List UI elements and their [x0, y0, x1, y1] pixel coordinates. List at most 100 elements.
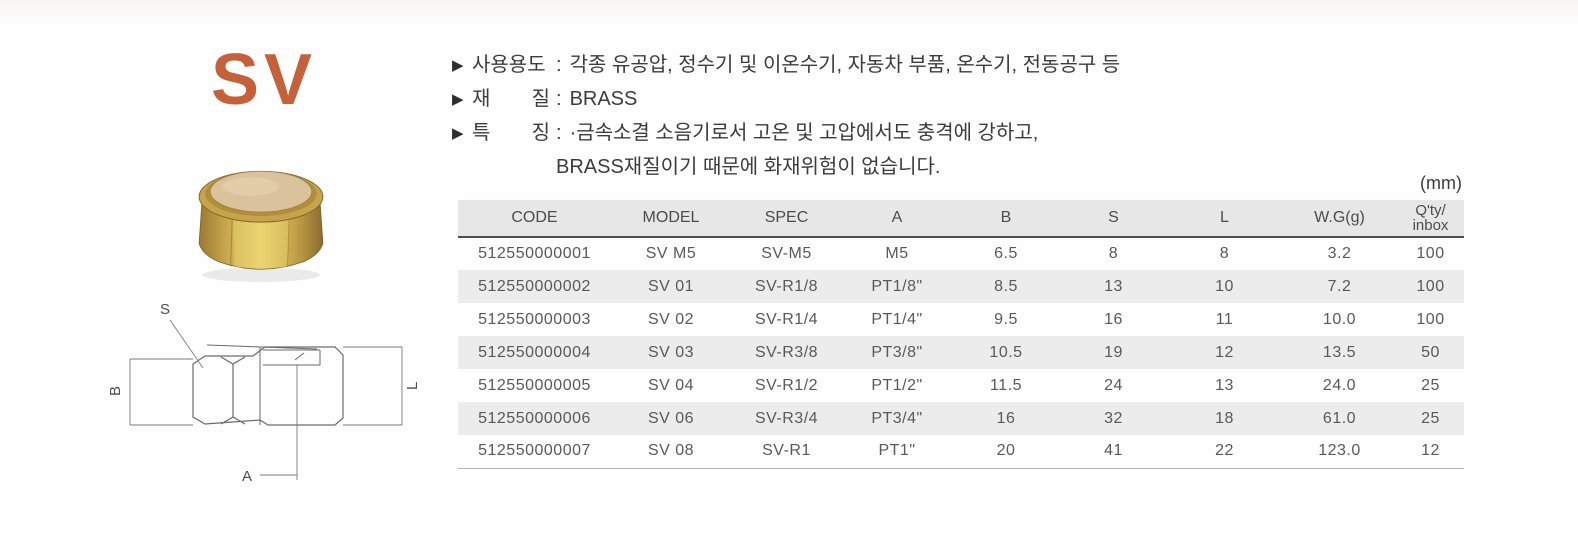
col-header-qty-line2: inbox: [1412, 217, 1449, 234]
table-cell: 100: [1416, 245, 1445, 262]
table-cell: 512550000005: [478, 376, 591, 394]
col-header-s: S: [1060, 198, 1167, 238]
table-cell: 32: [1104, 409, 1123, 427]
table-cell: 22: [1215, 442, 1234, 460]
table-cell: 512550000007: [478, 442, 591, 460]
col-header-l: L: [1167, 198, 1282, 238]
table-cell: SV-R3/8: [754, 343, 819, 361]
info-line-material: ▶ 재 질: BRASS: [452, 84, 1120, 118]
table-cell: PT1/2": [871, 376, 923, 394]
table-row: 512550000001 SV M5 SV-M5 M5 6.5 8 8 3.2 100: [458, 237, 1464, 270]
table-cell: 12: [1215, 343, 1234, 361]
table-cell: SV-R1/2: [754, 376, 819, 394]
dim-label-b: B: [107, 386, 124, 396]
info-colon: :: [556, 54, 562, 76]
dim-label-l: L: [404, 382, 421, 390]
brass-muffler-image: [198, 170, 324, 282]
table-body: 512550000001 SV M5 SV-M5 M5 6.5 8 8 3.2 100 51255…: [458, 237, 1464, 468]
table-cell: 6.5: [994, 245, 1018, 262]
table-cell: SV 02: [647, 310, 695, 328]
dimension-drawing: S B L A: [90, 292, 430, 504]
table-cell: 512550000003: [478, 310, 591, 328]
series-title: SV: [211, 40, 318, 120]
table-cell: 123.0: [1318, 442, 1361, 460]
table-cell: 61.0: [1322, 409, 1357, 427]
table-cell: 13: [1215, 376, 1234, 394]
info-line-usage: ▶ 사용용도: 각종 유공압, 정수기 및 이온수기, 자동차 부품, 온수기, 전…: [452, 50, 1120, 84]
table-cell: 11: [1215, 310, 1234, 328]
table-cell: 18: [1215, 409, 1234, 427]
table-cell: SV-R1/8: [754, 277, 819, 295]
table-cell: 100: [1416, 277, 1445, 295]
table-cell: 100: [1416, 310, 1445, 328]
col-header-spec: SPEC: [731, 198, 842, 238]
info-label-usage: 사용용도: [472, 54, 546, 76]
table-cell: PT1/8": [871, 277, 923, 295]
table-cell: PT1": [878, 442, 916, 460]
unit-label: (mm): [1420, 173, 1462, 193]
table-cell: SV 03: [647, 343, 695, 361]
table-cell: 25: [1421, 409, 1440, 427]
table-cell: 3.2: [1327, 245, 1352, 262]
info-text-feature-cont: BRASS재질이기 때문에 화재위험이 없습니다.: [556, 156, 941, 178]
table-cell: SV M5: [645, 245, 697, 262]
table-row: 512550000007 SV 08 SV-R1 PT1" 20 41 22 123.0 12: [458, 435, 1464, 468]
table-cell: 512550000004: [478, 343, 591, 361]
table-row: 512550000002 SV 01 SV-R1/8 PT1/8" 8.5 13 10 7.2…: [458, 270, 1464, 303]
table-cell: SV-R1/4: [754, 310, 819, 328]
table-cell: 25: [1421, 376, 1440, 394]
table-row: 512550000006 SV 06 SV-R3/4 PT3/4" 16 32 18 61.0…: [458, 402, 1464, 435]
info-label-feature: 특 징: [472, 122, 550, 144]
table-cell: 7.2: [1327, 277, 1352, 295]
info-text-material: BRASS: [569, 88, 638, 110]
table-cell: SV 08: [647, 442, 695, 460]
table-cell: 512550000006: [478, 409, 591, 427]
table-cell: SV-R1: [762, 442, 811, 460]
table-cell: SV 01: [647, 277, 695, 295]
info-colon: :: [556, 88, 562, 110]
table-cell: 41: [1104, 442, 1123, 460]
info-line-feature: ▶ 특 징: ·금속소결 소음기로서 고온 및 고압에서도 충격에 강하고,: [452, 118, 1120, 152]
col-header-code: CODE: [458, 198, 611, 238]
dim-label-a: A: [242, 468, 252, 485]
table-cell: PT1/4": [871, 310, 923, 328]
table-cell: 9.5: [994, 310, 1018, 328]
table-cell: 13.5: [1322, 343, 1357, 361]
table-cell: M5: [885, 245, 909, 262]
table-cell: 8: [1219, 245, 1230, 262]
table-cell: SV-M5: [761, 245, 812, 262]
info-text-feature: ·금속소결 소음기로서 고온 및 고압에서도 충격에 강하고,: [569, 122, 1039, 144]
table-cell: 11.5: [990, 376, 1022, 394]
info-text-usage: 각종 유공압, 정수기 및 이온수기, 자동차 부품, 온수기, 전동공구 등: [569, 54, 1121, 76]
dim-label-s: S: [160, 301, 170, 318]
table-cell: 10: [1215, 277, 1234, 295]
table-cell: 16: [996, 409, 1016, 427]
table-cell: 8.5: [994, 277, 1018, 295]
table-row: 512550000003 SV 02 SV-R1/4 PT1/4" 9.5 16 11 10.…: [458, 303, 1464, 336]
product-info: ▶ 사용용도: 각종 유공압, 정수기 및 이온수기, 자동차 부품, 온수기, 전…: [452, 50, 1120, 186]
col-header-b: B: [952, 198, 1060, 238]
table-cell: 13: [1104, 277, 1123, 295]
table-cell: PT3/8": [871, 343, 923, 361]
table-cell: SV 06: [647, 409, 695, 427]
table-cell: 50: [1421, 343, 1440, 361]
table-cell: 512550000001: [478, 245, 591, 262]
table-row: 512550000004 SV 03 SV-R3/8 PT3/8" 10.5 19 12 13…: [458, 336, 1464, 369]
bullet-arrow-icon: ▶: [452, 57, 464, 74]
table-cell: 512550000002: [478, 277, 591, 295]
muffler-outline-drawing: S B L A: [107, 301, 421, 485]
page-top-shading: [0, 0, 1578, 26]
col-header-a: A: [842, 198, 952, 238]
col-header-model: MODEL: [611, 198, 731, 238]
bullet-arrow-icon: ▶: [452, 91, 464, 108]
spec-table: CODE MODEL SPEC A B S L W.G(g) Q'ty/ inb…: [458, 198, 1464, 469]
info-colon: :: [556, 122, 562, 144]
table-header-row: CODE MODEL SPEC A B S L W.G(g) Q'ty/ inb…: [458, 198, 1464, 238]
table-cell: 16: [1104, 310, 1123, 328]
table-cell: SV 04: [647, 376, 695, 394]
table-cell: 12: [1421, 442, 1440, 460]
col-header-qty-line1: Q'ty/: [1415, 202, 1446, 219]
col-header-wg: W.G(g): [1282, 198, 1397, 238]
table-cell: 10.0: [1322, 310, 1357, 328]
